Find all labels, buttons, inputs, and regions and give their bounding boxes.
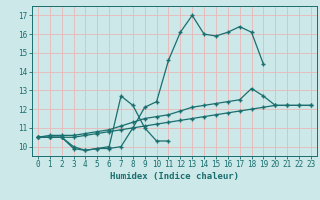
X-axis label: Humidex (Indice chaleur): Humidex (Indice chaleur)	[110, 172, 239, 181]
